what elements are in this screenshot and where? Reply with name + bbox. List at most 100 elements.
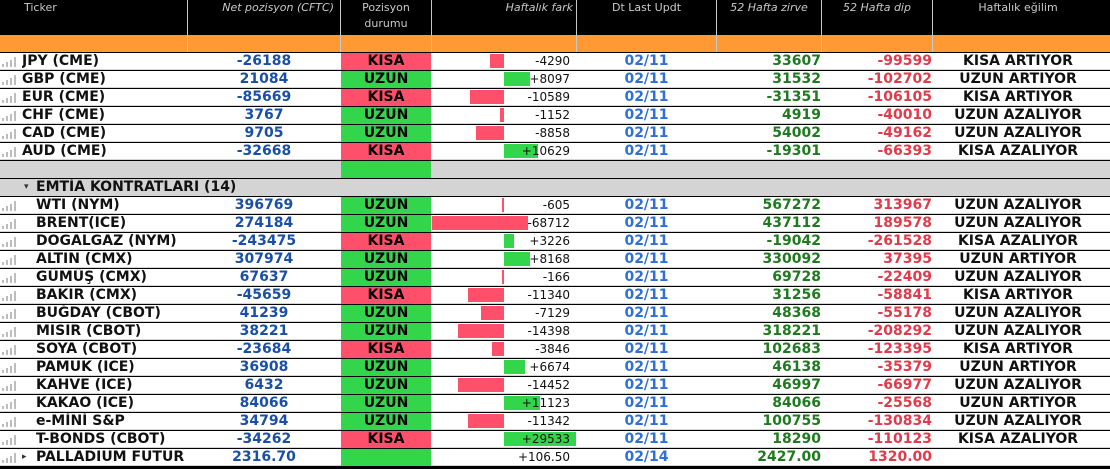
- table-row[interactable]: CHF (CME) 3767 UZUN -1152 02/11 4919 -40010 UZU…: [0, 107, 1110, 124]
- chevron-right-icon[interactable]: ▸: [22, 452, 27, 462]
- weekly-change-bar: [468, 414, 504, 428]
- weekly-change-bar: [468, 288, 504, 302]
- table-row[interactable]: CAD (CME) 9705 UZUN -8858 02/11 54002 -49162 UZ…: [0, 125, 1110, 142]
- position-status-badge: KISA: [341, 431, 431, 448]
- position-status-badge: UZUN: [341, 305, 431, 322]
- last-update-cell: 02/11: [624, 431, 669, 447]
- weekly-change-value: -7129: [535, 306, 570, 320]
- table-row[interactable]: ALTIN (CMX) 307974 UZUN +8168 02/11 330092 373…: [0, 251, 1110, 268]
- table-row[interactable]: e-MİNİ S&P 34794 UZUN -11342 02/11 100755 -130…: [0, 413, 1110, 430]
- high-52w-cell: 18290: [772, 431, 821, 447]
- weekly-change-cell: +11123: [432, 395, 576, 412]
- weekly-change-value: +8168: [529, 252, 570, 266]
- weekly-change-cell: -3846: [432, 341, 576, 358]
- low-52w-cell: -25568: [877, 395, 932, 411]
- ticker-cell: PALLADIUM FUTUR: [36, 449, 185, 465]
- position-status-badge: UZUN: [341, 413, 431, 430]
- weekly-change-cell: +3226: [432, 233, 576, 250]
- weekly-change-cell: -10589: [432, 89, 576, 106]
- position-status-badge: UZUN: [341, 197, 431, 214]
- header-net-position[interactable]: Net pozisyon (CFTC): [222, 1, 334, 14]
- weekly-change-cell: -1152: [432, 107, 576, 124]
- ticker-cell: DOGALGAZ (NYM): [36, 233, 177, 249]
- ticker-cell: T-BONDS (CBOT): [36, 431, 166, 447]
- ticker-cell: MISIR (CBOT): [36, 323, 142, 339]
- table-row[interactable]: WTI (NYM) 396769 UZUN -605 02/11 567272 313967…: [0, 197, 1110, 214]
- weekly-change-value: -8858: [535, 126, 570, 140]
- signal-icon: [2, 309, 18, 319]
- ticker-cell: GBP (CME): [22, 71, 106, 87]
- high-52w-cell: 69728: [772, 269, 821, 285]
- header-last-update[interactable]: Dt Last Updt: [611, 1, 682, 14]
- last-update-cell: 02/11: [624, 143, 669, 159]
- position-status-badge: KISA: [341, 287, 431, 304]
- signal-icon: [2, 345, 18, 355]
- collapse-arrow-icon[interactable]: ▾: [24, 182, 29, 192]
- table-row[interactable]: GBP (CME) 21084 UZUN +8097 02/11 31532 -102702…: [0, 71, 1110, 88]
- spacer-status-fill: [341, 161, 431, 178]
- high-52w-cell: -31351: [766, 89, 821, 105]
- low-52w-cell: -261528: [867, 233, 932, 249]
- table-row[interactable]: SOYA (CBOT) -23684 KISA -3846 02/11 102683 -12…: [0, 341, 1110, 358]
- header-position-status[interactable]: Pozisyon durumu: [362, 1, 410, 30]
- table-row[interactable]: PAMUK (ICE) 36908 UZUN +6674 02/11 46138 -3537…: [0, 359, 1110, 376]
- high-52w-cell: -19042: [766, 233, 821, 249]
- net-position-cell: 21084: [239, 71, 289, 87]
- signal-icon: [2, 327, 18, 337]
- signal-icon: [2, 147, 18, 157]
- header-weekly-change[interactable]: Haftalık fark: [505, 1, 573, 14]
- high-52w-cell: 31532: [772, 71, 821, 87]
- header-band: [0, 35, 1110, 52]
- table-row[interactable]: JPY (CME) -26188 KISA -4290 02/11 33607 -99599…: [0, 53, 1110, 70]
- weekly-change-value: +11123: [521, 396, 570, 410]
- ticker-cell: JPY (CME): [22, 53, 100, 69]
- header-52w-low[interactable]: 52 Hafta dip: [843, 1, 911, 14]
- table-row[interactable]: T-BONDS (CBOT) -34262 KISA +29533 02/11 18290…: [0, 431, 1110, 448]
- position-status-badge: UZUN: [341, 107, 431, 124]
- high-52w-cell: 46997: [772, 377, 821, 393]
- signal-icon: [2, 363, 18, 373]
- signal-icon: [2, 201, 18, 211]
- weekly-change-cell: -11340: [432, 287, 576, 304]
- column-divider: [340, 0, 341, 52]
- weekly-trend-cell: UZUN AZALIYOR: [954, 197, 1082, 213]
- group-header-commodities[interactable]: ▾ EMTİA KONTRATLARI (14): [0, 179, 1110, 196]
- weekly-change-bar: [458, 324, 504, 338]
- weekly-change-value: -11342: [527, 414, 570, 428]
- table-row[interactable]: EUR (CME) -85669 KISA -10589 02/11 -31351 -106…: [0, 89, 1110, 106]
- position-status-badge: UZUN: [341, 395, 431, 412]
- weekly-trend-cell: KISA AZALIYOR: [957, 143, 1079, 159]
- table-row[interactable]: AUD (CME) -32668 KISA +10629 02/11 -19301 -663…: [0, 143, 1110, 160]
- table-row[interactable]: BRENT(ICE) 274184 UZUN -68712 02/11 437112 189…: [0, 215, 1110, 232]
- table-row[interactable]: DOGALGAZ (NYM) -243475 KISA +3226 02/11 -1904…: [0, 233, 1110, 250]
- position-status-badge: UZUN: [341, 251, 431, 268]
- low-52w-cell: -49162: [877, 125, 932, 141]
- weekly-trend-cell: [933, 449, 1103, 466]
- net-position-cell: -23684: [236, 341, 292, 357]
- header-52w-high[interactable]: 52 Hafta zirve: [730, 1, 808, 14]
- high-52w-cell: 33607: [772, 53, 821, 69]
- last-update-cell: 02/11: [624, 107, 669, 123]
- header-weekly-trend[interactable]: Haftalık eğilim: [978, 1, 1058, 14]
- high-52w-cell: 437112: [762, 215, 821, 231]
- low-52w-cell: -35379: [877, 359, 932, 375]
- table-row[interactable]: BAKIR (CMX) -45659 KISA -11340 02/11 31256 -58…: [0, 287, 1110, 304]
- ticker-cell: GÜMÜŞ (CMX): [36, 269, 147, 285]
- header-ticker[interactable]: Ticker: [24, 1, 57, 14]
- weekly-change-bar: [492, 342, 504, 356]
- high-52w-cell: 102683: [762, 341, 821, 357]
- table-row[interactable]: GÜMÜŞ (CMX) 67637 UZUN -166 02/11 69728 -22409…: [0, 269, 1110, 286]
- last-update-cell: 02/11: [624, 89, 669, 105]
- position-status-badge: UZUN: [341, 215, 431, 232]
- table-row[interactable]: BUĞDAY (CBOT) 41239 UZUN -7129 02/11 48368 -55…: [0, 305, 1110, 322]
- high-52w-cell: 4919: [782, 107, 821, 123]
- weekly-change-value: -1152: [535, 108, 570, 122]
- weekly-change-bar: [504, 144, 538, 158]
- table-row[interactable]: MISIR (CBOT) 38221 UZUN -14398 02/11 318221 -2…: [0, 323, 1110, 340]
- table-row[interactable]: KAKAO (ICE) 84066 UZUN +11123 02/11 84066 -255…: [0, 395, 1110, 412]
- group-spacer-row: [0, 161, 1110, 178]
- weekly-change-value: -166: [542, 270, 570, 284]
- table-row[interactable]: ▸ PALLADIUM FUTUR 2316.70 +106.50 02/14 2427.…: [0, 449, 1110, 466]
- net-position-cell: 84066: [239, 395, 289, 411]
- table-row[interactable]: KAHVE (ICE) 6432 UZUN -14452 02/11 46997 -6697…: [0, 377, 1110, 394]
